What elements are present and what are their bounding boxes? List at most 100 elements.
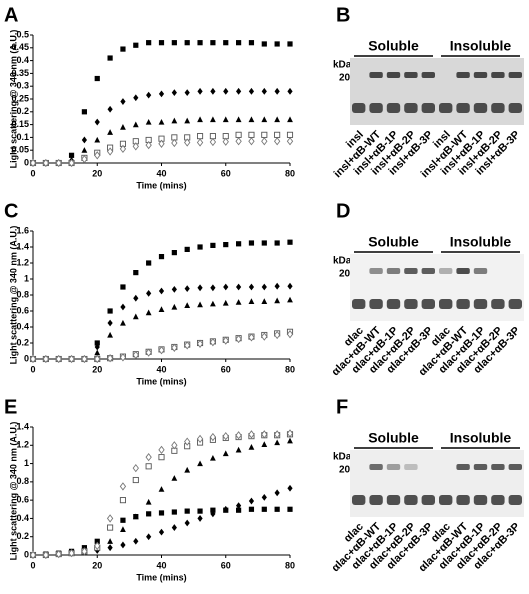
gel-band	[456, 299, 470, 309]
point	[107, 538, 113, 544]
marker-label: 20	[339, 73, 351, 84]
point	[274, 282, 280, 290]
y-tick-label: 0.45	[11, 42, 29, 52]
y-tick-label: 1	[24, 458, 29, 468]
point	[171, 138, 178, 148]
gel-band	[386, 299, 401, 309]
gel-band	[439, 268, 453, 274]
y-tick-label: 0.6	[16, 305, 29, 315]
y-tick-label: 0.15	[11, 119, 29, 129]
y-tick-label: 0.35	[11, 68, 29, 78]
point	[171, 250, 177, 256]
point	[236, 502, 242, 510]
point	[261, 298, 268, 304]
point	[42, 354, 50, 364]
point	[94, 151, 101, 160]
point	[146, 260, 152, 266]
point	[274, 439, 281, 446]
x-tick-label: 0	[30, 168, 35, 178]
y-axis-label: Light scattering @ 340 nm (A.U.)	[8, 422, 18, 561]
y-tick-label: 0	[24, 157, 29, 167]
gel-band	[473, 72, 488, 78]
point	[81, 155, 88, 164]
point	[171, 40, 177, 46]
point	[146, 91, 152, 99]
point	[107, 129, 113, 135]
point	[94, 118, 100, 126]
point	[81, 547, 88, 556]
point	[197, 284, 203, 292]
point	[261, 332, 268, 341]
point	[197, 301, 203, 308]
point	[133, 42, 139, 48]
point	[261, 137, 268, 146]
point	[107, 524, 114, 531]
point	[145, 463, 152, 470]
point	[68, 152, 75, 158]
gel-band	[456, 72, 470, 78]
gel-band	[421, 103, 435, 113]
point	[184, 302, 191, 308]
gel-band	[404, 103, 418, 113]
point	[197, 515, 203, 522]
gel-band	[456, 464, 470, 470]
point	[261, 283, 267, 291]
gel-band	[404, 268, 418, 274]
point	[235, 299, 242, 305]
point	[133, 270, 139, 276]
point	[120, 98, 126, 105]
point	[107, 319, 113, 327]
point	[261, 41, 267, 47]
gel-band	[491, 103, 505, 113]
gel-band	[369, 72, 383, 78]
point	[146, 40, 152, 46]
point	[145, 118, 152, 125]
point	[248, 283, 255, 291]
gel-band	[439, 103, 453, 113]
panel-label: A	[4, 4, 18, 26]
gel-band	[473, 268, 488, 274]
point	[261, 131, 268, 138]
y-tick-label: 0	[24, 353, 29, 363]
point	[248, 497, 255, 505]
gel-band	[421, 72, 435, 78]
point	[158, 118, 165, 125]
point	[107, 544, 113, 552]
point	[171, 303, 178, 310]
point	[94, 541, 101, 550]
point	[274, 116, 281, 123]
point	[132, 513, 139, 520]
point	[145, 309, 152, 316]
point	[210, 510, 216, 518]
point	[197, 460, 203, 467]
gel-band	[439, 299, 453, 309]
y-tick-label: 1.2	[16, 257, 29, 267]
point	[248, 240, 255, 246]
point	[273, 330, 281, 340]
y-tick-label: 0.05	[11, 145, 29, 155]
point	[197, 508, 203, 514]
unit-label: kDa	[333, 256, 352, 267]
point	[261, 441, 268, 447]
gel-band	[369, 268, 383, 274]
point	[274, 240, 280, 246]
gel-band	[508, 72, 522, 78]
y-tick-label: 1	[24, 273, 29, 283]
point	[210, 300, 216, 307]
x-tick-label: 0	[30, 364, 35, 374]
point	[209, 137, 217, 147]
y-tick-label: 0.2	[16, 337, 29, 347]
panel-label: D	[336, 200, 350, 222]
point	[236, 283, 242, 291]
gel-band	[404, 72, 418, 78]
y-tick-label: 0.8	[16, 289, 29, 299]
point	[261, 430, 268, 439]
point	[120, 526, 126, 532]
point	[107, 105, 113, 113]
point	[171, 441, 178, 450]
point	[68, 354, 75, 364]
unit-label: kDa	[333, 452, 352, 463]
group-label: Insoluble	[450, 234, 512, 250]
x-tick-label: 0	[30, 560, 35, 570]
